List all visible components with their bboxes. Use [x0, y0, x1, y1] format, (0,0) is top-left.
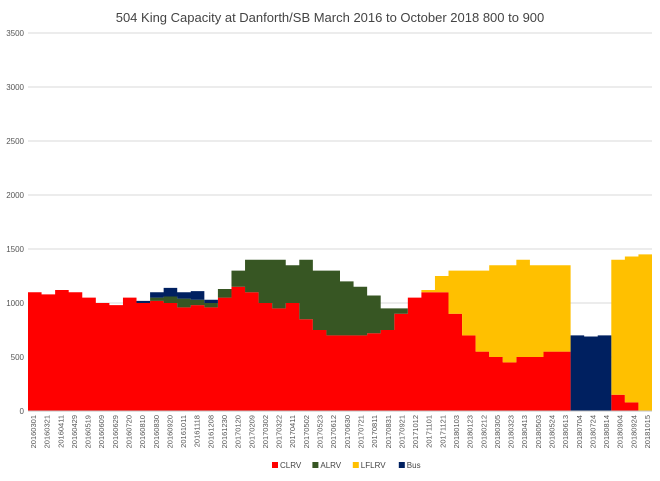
x-tick-label: 20160301 [29, 415, 38, 448]
x-tick-label: 20170811 [370, 415, 379, 448]
x-tick-label: 20170322 [275, 415, 284, 448]
series-area-alrv [28, 259, 652, 411]
x-tick-label: 20180924 [629, 415, 638, 448]
x-tick-label: 20161011 [179, 415, 188, 448]
legend-label-alrv: ALRV [320, 461, 341, 470]
x-tick-label: 20170209 [247, 415, 256, 448]
y-tick-label: 3000 [6, 83, 24, 92]
chart-title: 504 King Capacity at Danforth/SB March 2… [116, 10, 545, 25]
legend-label-clrv: CLRV [280, 461, 302, 470]
x-tick-label: 20170523 [316, 415, 325, 448]
x-tick-label: 20160720 [125, 415, 134, 448]
x-tick-label: 20170302 [261, 415, 270, 448]
legend-swatch-bus [398, 462, 405, 468]
x-tick-label: 20180212 [479, 415, 488, 448]
legend-swatch-lflrv [352, 462, 359, 468]
legend-swatch-clrv [272, 462, 278, 468]
x-tick-label: 20171121 [438, 415, 447, 448]
x-tick-label: 20160920 [165, 415, 174, 448]
x-tick-label: 20180814 [602, 415, 611, 448]
x-tick-label: 20180904 [616, 415, 625, 448]
y-axis: 0 500 1000 1500 2000 2500 3000 3500 [6, 29, 24, 416]
y-tick-label: 3500 [6, 29, 24, 38]
x-tick-label: 20160629 [111, 415, 120, 448]
x-tick-label: 20160519 [84, 415, 93, 448]
x-tick-label: 20160411 [56, 415, 65, 448]
x-tick-label: 20180323 [507, 415, 516, 448]
y-tick-label: 500 [11, 353, 25, 362]
legend: CLRV ALRV LFLRV Bus [272, 461, 421, 470]
y-tick-label: 2000 [6, 191, 24, 200]
x-tick-label: 20180613 [561, 415, 570, 448]
x-tick-label: 20160429 [70, 415, 79, 448]
x-tick-label: 20180103 [452, 415, 461, 448]
y-tick-label: 2500 [6, 137, 24, 146]
x-tick-label: 20160830 [152, 415, 161, 448]
x-tick-label: 20160321 [43, 415, 52, 448]
x-tick-label: 20180413 [520, 415, 529, 448]
x-tick-label: 20170921 [397, 415, 406, 448]
legend-swatch-alrv [312, 462, 319, 468]
legend-label-lflrv: LFLRV [361, 461, 386, 470]
legend-label-bus: Bus [407, 461, 421, 470]
x-tick-label: 20171012 [411, 415, 420, 448]
series-area-clrv [28, 286, 652, 411]
x-tick-label: 20161118 [193, 415, 202, 447]
x-tick-label: 20181015 [643, 415, 652, 448]
y-tick-label: 1500 [6, 245, 24, 254]
x-tick-label: 20170612 [329, 415, 338, 448]
x-tick-label: 20180503 [534, 415, 543, 448]
x-tick-label: 20180305 [493, 415, 502, 448]
x-tick-label: 20170721 [356, 415, 365, 448]
y-tick-label: 1000 [6, 299, 24, 308]
series-area-lflrv [28, 254, 652, 411]
x-tick-label: 20170630 [343, 415, 352, 448]
y-tick-label: 0 [20, 407, 25, 416]
x-tick-label: 20180704 [575, 415, 584, 448]
series-area-bus [28, 254, 652, 411]
x-tick-label: 20161230 [220, 415, 229, 448]
plot-area [28, 254, 652, 411]
x-tick-label: 20170120 [234, 415, 243, 448]
x-tick-label: 20160609 [97, 415, 106, 448]
x-tick-label: 20180724 [588, 415, 597, 448]
x-tick-label: 20180524 [547, 415, 556, 448]
x-tick-label: 20160810 [138, 415, 147, 448]
x-tick-label: 20170831 [384, 415, 393, 448]
x-axis: 20160301 20160321 20160411 20160429 20160519… [28, 410, 652, 448]
x-tick-label: 20170411 [288, 415, 297, 448]
x-tick-label: 20170502 [302, 415, 311, 448]
x-tick-label: 20180123 [466, 415, 475, 448]
x-tick-label: 20161208 [206, 415, 215, 448]
x-tick-label: 20171101 [425, 415, 434, 448]
